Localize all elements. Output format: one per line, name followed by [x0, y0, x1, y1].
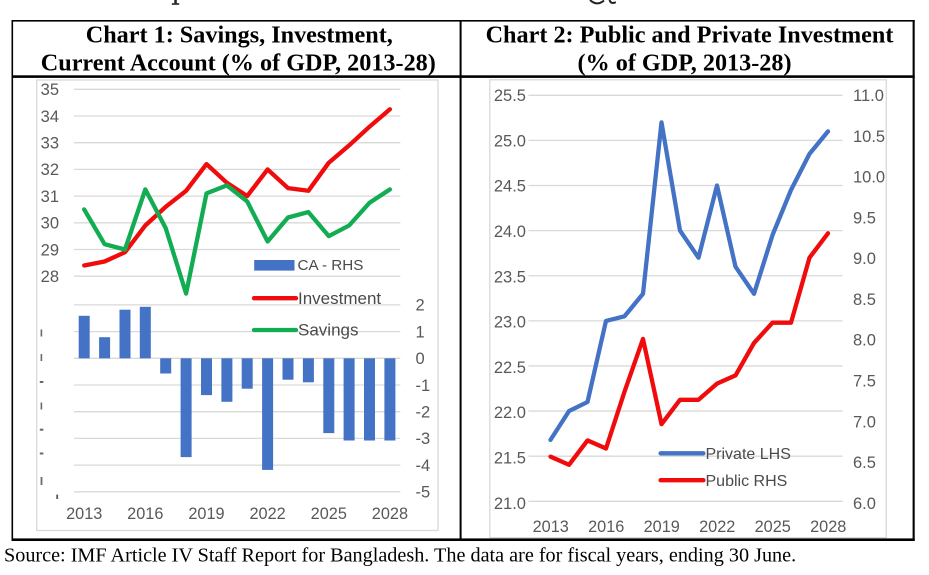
svg-text:25.0: 25.0: [494, 132, 526, 150]
svg-text:6.0: 6.0: [853, 495, 876, 513]
svg-text:Current Account (% of GDP, 201: Current Account (% of GDP, 2013-28): [41, 49, 436, 76]
svg-text:2013: 2013: [66, 505, 102, 523]
svg-text:2028: 2028: [372, 505, 408, 523]
svg-text:2016: 2016: [127, 505, 163, 523]
svg-text:2022: 2022: [249, 505, 285, 523]
svg-text:8.0: 8.0: [853, 332, 876, 350]
svg-text:2019: 2019: [188, 505, 224, 523]
svg-text:-4: -4: [416, 457, 431, 475]
svg-text:31: 31: [41, 188, 59, 206]
svg-text:9.5: 9.5: [853, 209, 876, 227]
svg-text:2022: 2022: [699, 518, 735, 536]
svg-text:Public RHS: Public RHS: [706, 473, 788, 490]
svg-text:Investment: Investment: [298, 289, 381, 308]
svg-text:Chart 2: Public and Private In: Chart 2: Public and Private Investment: [486, 21, 894, 48]
svg-text:6.5: 6.5: [853, 454, 876, 472]
svg-text:21.5: 21.5: [494, 450, 526, 468]
svg-text:2: 2: [416, 297, 425, 315]
svg-text:0: 0: [416, 350, 425, 368]
svg-text:30: 30: [41, 215, 59, 233]
svg-text:22.5: 22.5: [494, 359, 526, 377]
svg-text:25.5: 25.5: [494, 87, 526, 105]
svg-text:9.0: 9.0: [853, 250, 876, 268]
svg-text:2013: 2013: [533, 518, 569, 536]
svg-text:Source: IMF Article IV Staff R: Source: IMF Article IV Staff Report for …: [4, 545, 796, 567]
svg-text:35: 35: [41, 81, 59, 99]
svg-text:29: 29: [41, 241, 59, 259]
svg-text:2028: 2028: [810, 518, 846, 536]
svg-text:-5: -5: [416, 484, 431, 502]
svg-text:2025: 2025: [311, 505, 347, 523]
svg-text:32: 32: [41, 161, 59, 179]
svg-text:-2: -2: [416, 404, 431, 422]
svg-text:24.0: 24.0: [494, 223, 526, 241]
svg-text:7.5: 7.5: [853, 373, 876, 391]
svg-text:(% of GDP, 2013-28): (% of GDP, 2013-28): [577, 49, 791, 76]
svg-text:2016: 2016: [588, 518, 624, 536]
svg-text:24.5: 24.5: [494, 178, 526, 196]
svg-text:10.5: 10.5: [853, 128, 885, 146]
svg-text:22.0: 22.0: [494, 404, 526, 422]
svg-text:Chart 1: Savings, Investment,: Chart 1: Savings, Investment,: [86, 21, 393, 48]
svg-text:-1: -1: [416, 377, 431, 395]
svg-text:Private LHS: Private LHS: [706, 446, 791, 463]
svg-text:23.5: 23.5: [494, 268, 526, 286]
svg-text:23.0: 23.0: [494, 314, 526, 332]
svg-text:11.0: 11.0: [853, 87, 884, 105]
svg-text:7.0: 7.0: [853, 413, 876, 431]
svg-text:34: 34: [41, 108, 59, 126]
svg-text:21.0: 21.0: [494, 495, 526, 513]
svg-text:28: 28: [41, 268, 59, 286]
svg-text:33: 33: [41, 135, 59, 153]
svg-text:CA - RHS: CA - RHS: [298, 257, 364, 274]
svg-text:1: 1: [416, 323, 425, 341]
svg-text:2025: 2025: [755, 518, 791, 536]
svg-text:-3: -3: [416, 430, 431, 448]
svg-text:10.0: 10.0: [853, 169, 885, 187]
svg-text:8.5: 8.5: [853, 291, 876, 309]
svg-text:2019: 2019: [644, 518, 680, 536]
svg-text:Savings: Savings: [298, 321, 358, 340]
